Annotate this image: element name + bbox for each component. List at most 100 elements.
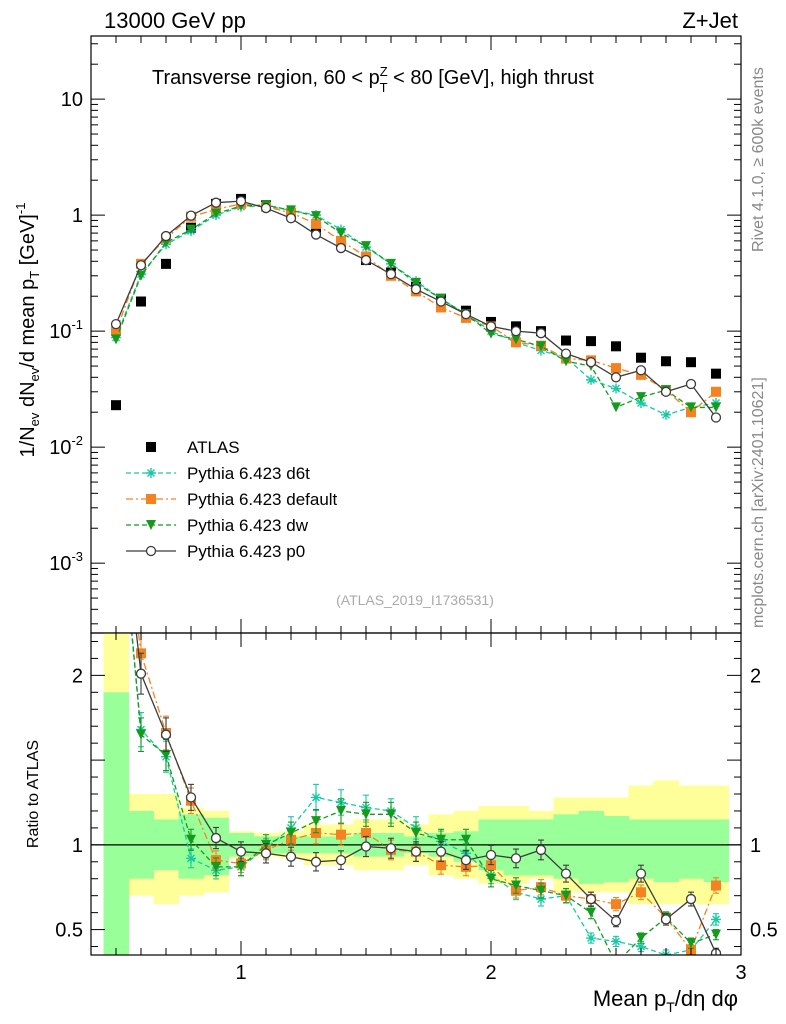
ratio-y-tick-label-right: 0.5 bbox=[750, 920, 778, 942]
ratio-inner-band bbox=[678, 819, 704, 879]
legend-item-pythia-6-423-dw: Pythia 6.423 dw bbox=[126, 516, 309, 535]
ratio-point-pythia-6-423-p0 bbox=[685, 893, 697, 905]
series-atlas bbox=[111, 193, 721, 411]
point-atlas bbox=[711, 368, 721, 379]
point-pythia-6-423-dw bbox=[361, 241, 371, 252]
ratio-point-pythia-6-423-p0 bbox=[160, 729, 172, 740]
ratio-point-pythia-6-423-dw bbox=[111, 450, 121, 460]
point-pythia-6-423-p0 bbox=[485, 321, 497, 332]
point-pythia-6-423-dw bbox=[611, 402, 621, 413]
ratio-point-pythia-6-423-p0 bbox=[360, 841, 372, 852]
ratio-point-pythia-6-423-p0 bbox=[635, 868, 647, 879]
process-label: Z+Jet bbox=[682, 8, 738, 33]
ratio-point-pythia-6-423-p0 bbox=[260, 848, 272, 859]
point-pythia-6-423-default bbox=[611, 363, 621, 374]
ratio-point-pythia-6-423-p0 bbox=[112, 451, 121, 460]
point-pythia-6-423-p0 bbox=[360, 254, 372, 266]
main-y-axis-label: 1/Nev dNev/d mean pT [GeV]-1 bbox=[13, 203, 42, 458]
line-pythia-6-423-p0 bbox=[115, 200, 717, 418]
ratio-point-pythia-6-423-dw bbox=[511, 880, 521, 891]
point-pythia-6-423-dw bbox=[211, 208, 221, 219]
ratio-point-pythia-6-423-p0 bbox=[285, 851, 297, 862]
ratio-point-pythia-6-423-d6t bbox=[311, 792, 321, 803]
point-pythia-6-423-dw bbox=[561, 356, 571, 367]
legend-label-pythia-6-423-d6t: Pythia 6.423 d6t bbox=[187, 464, 310, 483]
point-pythia-6-423-p0 bbox=[110, 318, 122, 330]
ratio-point-pythia-6-423-dw bbox=[411, 827, 421, 838]
main-y-tick-label: 10-3 bbox=[49, 549, 83, 575]
energy-label: 13000 GeV pp bbox=[104, 8, 246, 33]
ratio-point-pythia-6-423-dw bbox=[461, 834, 471, 845]
point-pythia-6-423-p0 bbox=[385, 268, 397, 280]
point-pythia-6-423-dw bbox=[311, 211, 321, 222]
point-pythia-6-423-dw bbox=[636, 392, 646, 403]
ratio-point-pythia-6-423-dw bbox=[161, 750, 171, 761]
ratio-point-pythia-6-423-d6t bbox=[586, 933, 596, 944]
point-pythia-6-423-dw bbox=[686, 402, 696, 413]
ratio-inner-band bbox=[703, 819, 729, 883]
point-pythia-6-423-default bbox=[311, 218, 321, 229]
ratio-point-pythia-6-423-dw bbox=[711, 929, 721, 940]
ratio-point-pythia-6-423-default bbox=[636, 887, 646, 898]
point-pythia-6-423-dw bbox=[411, 277, 421, 288]
ratio-point-pythia-6-423-default bbox=[111, 450, 121, 460]
ratio-point-pythia-6-423-d6t bbox=[611, 936, 621, 947]
ratio-point-pythia-6-423-d6t bbox=[186, 853, 196, 864]
legend-marker-pythia-6-423-p0 bbox=[145, 545, 157, 557]
ratio-point-pythia-6-423-p0 bbox=[485, 849, 497, 861]
ratio-point-pythia-6-423-dw bbox=[486, 873, 496, 884]
point-pythia-6-423-p0 bbox=[185, 210, 197, 221]
ratio-y-axis-label: Ratio to ATLAS bbox=[25, 740, 42, 848]
ratio-point-pythia-6-423-dw bbox=[536, 885, 546, 896]
point-atlas bbox=[636, 352, 646, 363]
ratio-panel: 0.5 0.5 1 1 2 2 1 2 3 Ratio to ATLAS Mean pT/dη … bbox=[25, 450, 778, 1015]
analysis-id: (ATLAS_2019_I1736531) bbox=[336, 592, 494, 608]
point-atlas bbox=[586, 336, 596, 347]
main-panel: 10 1 10-1 10-2 10-3 Transverse region, 60 < … bbox=[13, 35, 742, 634]
point-pythia-6-423-p0 bbox=[135, 260, 147, 271]
point-pythia-6-423-default bbox=[111, 326, 121, 337]
point-atlas bbox=[561, 335, 571, 346]
series-pythia-6-423-default bbox=[111, 198, 721, 418]
line-pythia-6-423-d6t bbox=[115, 205, 717, 416]
ratio-point-pythia-6-423-d6t bbox=[636, 941, 646, 952]
point-pythia-6-423-dw bbox=[536, 341, 546, 352]
ratio-point-pythia-6-423-default bbox=[711, 880, 721, 891]
ratio-y-tick-label-left: 2 bbox=[72, 665, 83, 687]
ratio-point-pythia-6-423-dw bbox=[236, 861, 246, 872]
point-pythia-6-423-p0 bbox=[235, 195, 247, 207]
point-atlas bbox=[611, 341, 621, 352]
main-title: Transverse region, 60 < pZ T < 80 [GeV], … bbox=[152, 64, 594, 95]
ratio-point-pythia-6-423-d6t bbox=[711, 914, 721, 925]
ratio-point-pythia-6-423-default bbox=[336, 829, 346, 840]
series-pythia-6-423-dw bbox=[111, 200, 721, 413]
legend-label-pythia-6-423-p0: Pythia 6.423 p0 bbox=[187, 542, 305, 561]
ratio-point-pythia-6-423-dw bbox=[286, 827, 296, 838]
ratio-point-pythia-6-423-p0 bbox=[435, 846, 447, 857]
ratio-y-tick-label-left: 0.5 bbox=[55, 920, 83, 942]
point-pythia-6-423-p0 bbox=[285, 213, 297, 224]
point-atlas bbox=[161, 258, 171, 269]
point-pythia-6-423-dw bbox=[711, 402, 721, 413]
point-pythia-6-423-dw bbox=[336, 228, 346, 239]
point-pythia-6-423-p0 bbox=[660, 386, 672, 397]
legend-item-atlas: ATLAS bbox=[146, 438, 240, 457]
series-pythia-6-423-p0 bbox=[110, 195, 722, 423]
rivet-version-label: Rivet 4.1.0, ≥ 600k events bbox=[750, 67, 767, 252]
ratio-series-pythia-6-423-p0 bbox=[112, 451, 722, 955]
point-pythia-6-423-dw bbox=[111, 334, 121, 345]
ratio-point-pythia-6-423-p0 bbox=[535, 844, 547, 856]
point-pythia-6-423-d6t bbox=[661, 409, 671, 420]
ratio-point-pythia-6-423-p0 bbox=[410, 846, 422, 857]
point-pythia-6-423-dw bbox=[136, 270, 146, 281]
ratio-point-pythia-6-423-p0 bbox=[335, 854, 347, 866]
ratio-inner-band bbox=[603, 816, 629, 883]
point-atlas bbox=[661, 356, 671, 367]
ratio-point-pythia-6-423-dw bbox=[336, 805, 346, 816]
point-pythia-6-423-p0 bbox=[460, 309, 472, 320]
point-pythia-6-423-p0 bbox=[535, 328, 547, 339]
main-y-tick-label: 10-2 bbox=[49, 433, 83, 459]
point-pythia-6-423-p0 bbox=[685, 378, 697, 390]
legend-marker-pythia-6-423-d6t bbox=[146, 468, 156, 478]
main-y-tick-label: 10-1 bbox=[49, 317, 83, 343]
